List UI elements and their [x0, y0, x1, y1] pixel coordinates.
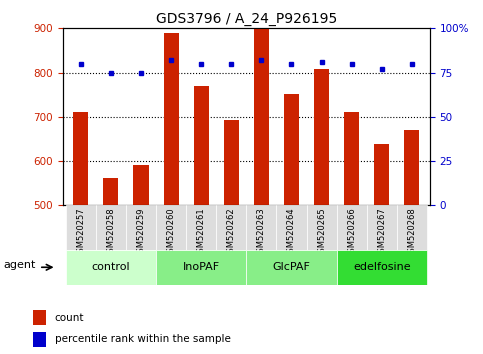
- FancyBboxPatch shape: [276, 205, 307, 250]
- Bar: [103, 178, 118, 205]
- Bar: [133, 165, 149, 205]
- Bar: [344, 113, 359, 205]
- Bar: [224, 120, 239, 205]
- Text: GSM520265: GSM520265: [317, 207, 326, 258]
- FancyBboxPatch shape: [307, 205, 337, 250]
- Text: GSM520264: GSM520264: [287, 207, 296, 258]
- FancyBboxPatch shape: [156, 205, 186, 250]
- FancyBboxPatch shape: [246, 250, 337, 285]
- Bar: [33, 332, 46, 347]
- Text: GSM520258: GSM520258: [106, 207, 115, 258]
- Text: GSM520259: GSM520259: [137, 207, 145, 258]
- FancyBboxPatch shape: [337, 205, 367, 250]
- Text: GSM520261: GSM520261: [197, 207, 206, 258]
- Text: GSM520267: GSM520267: [377, 207, 386, 258]
- FancyBboxPatch shape: [96, 205, 126, 250]
- FancyBboxPatch shape: [66, 250, 156, 285]
- Bar: [374, 144, 389, 205]
- Bar: [284, 94, 299, 205]
- FancyBboxPatch shape: [216, 205, 246, 250]
- Bar: [254, 28, 269, 205]
- FancyBboxPatch shape: [156, 250, 246, 285]
- Text: edelfosine: edelfosine: [353, 262, 411, 272]
- FancyBboxPatch shape: [337, 250, 427, 285]
- FancyBboxPatch shape: [126, 205, 156, 250]
- Title: GDS3796 / A_24_P926195: GDS3796 / A_24_P926195: [156, 12, 337, 26]
- FancyBboxPatch shape: [367, 205, 397, 250]
- Bar: [194, 86, 209, 205]
- FancyBboxPatch shape: [246, 205, 276, 250]
- Text: InoPAF: InoPAF: [183, 262, 220, 272]
- FancyBboxPatch shape: [66, 205, 96, 250]
- Bar: [73, 113, 88, 205]
- FancyBboxPatch shape: [186, 205, 216, 250]
- Text: GSM520260: GSM520260: [167, 207, 176, 258]
- Text: GSM520263: GSM520263: [257, 207, 266, 258]
- Text: control: control: [92, 262, 130, 272]
- Text: count: count: [55, 313, 84, 323]
- Bar: [164, 33, 179, 205]
- Text: GSM520257: GSM520257: [76, 207, 85, 258]
- Bar: [314, 69, 329, 205]
- Bar: [33, 310, 46, 325]
- Text: GSM520262: GSM520262: [227, 207, 236, 258]
- Text: GSM520268: GSM520268: [407, 207, 416, 258]
- Text: GSM520266: GSM520266: [347, 207, 356, 258]
- FancyBboxPatch shape: [397, 205, 427, 250]
- Text: percentile rank within the sample: percentile rank within the sample: [55, 335, 230, 344]
- Bar: [404, 130, 419, 205]
- Text: GlcPAF: GlcPAF: [272, 262, 311, 272]
- Text: agent: agent: [3, 261, 36, 270]
